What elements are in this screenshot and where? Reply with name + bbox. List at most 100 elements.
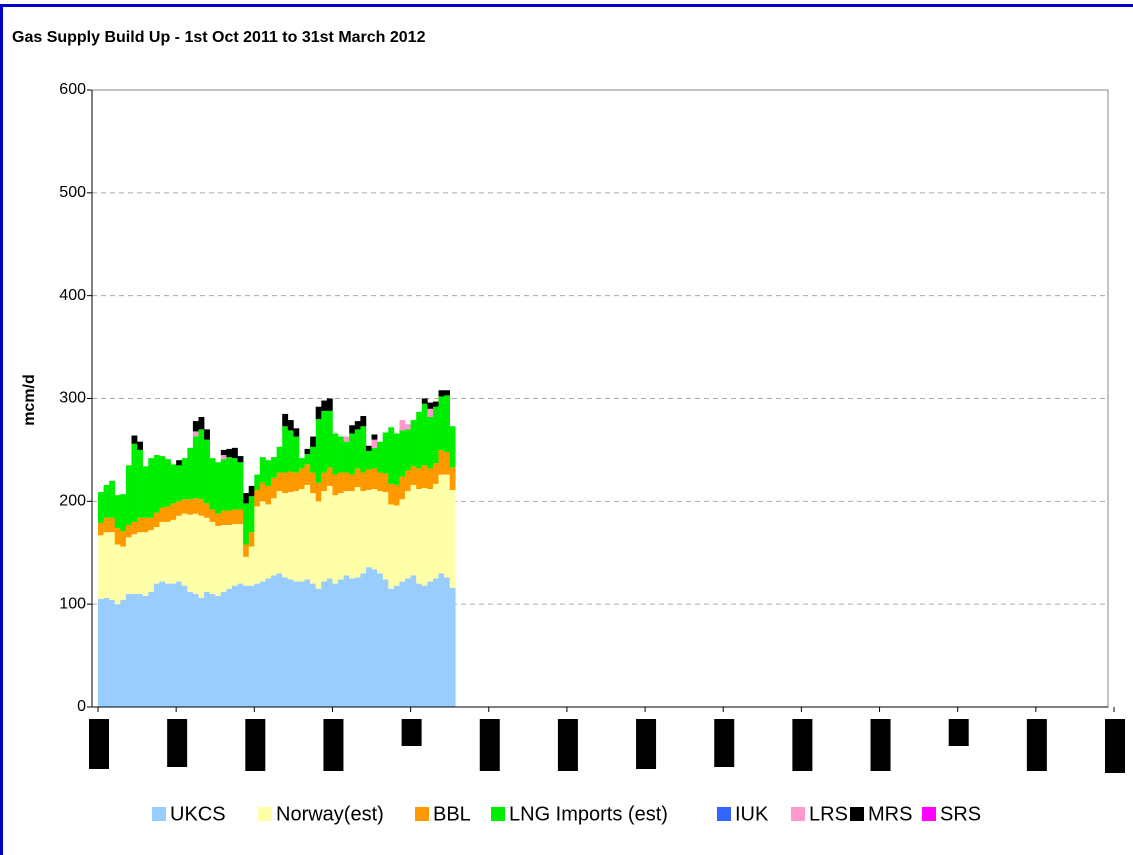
bar-segment <box>365 567 372 707</box>
bar-segment <box>231 509 238 524</box>
bar-segment <box>287 579 294 707</box>
bar-segment <box>109 532 116 601</box>
bar-segment <box>293 472 300 492</box>
bar-segment <box>265 578 272 707</box>
bar-segment <box>170 503 177 520</box>
bar-segment <box>310 436 317 447</box>
bar-segment <box>204 517 210 592</box>
bar-segment <box>231 523 238 586</box>
bar-segment <box>226 510 233 525</box>
bar-segment <box>399 420 406 431</box>
bar-segment <box>421 465 428 488</box>
bar-segment <box>276 472 283 492</box>
bar-segment <box>243 585 250 707</box>
bar-segment <box>248 496 255 533</box>
bar-segment <box>304 464 311 485</box>
bar-segment <box>204 439 210 504</box>
bar-segment <box>159 581 166 707</box>
bar-segment <box>282 413 289 427</box>
bar-segment <box>371 488 378 570</box>
bar-segment <box>321 581 328 707</box>
bar-segment <box>237 509 244 524</box>
bar-segment <box>226 457 233 511</box>
bar-segment <box>393 433 400 485</box>
bar-segment <box>170 519 177 584</box>
bar-segment <box>254 506 261 584</box>
bar-segment <box>298 458 305 469</box>
bar-segment <box>220 591 227 707</box>
legend-swatch <box>791 807 805 821</box>
legend-label: BBL <box>433 803 471 825</box>
bar-segment <box>360 426 367 473</box>
bar-segment <box>393 505 400 586</box>
bar-segment <box>164 521 171 584</box>
bar-segment <box>315 419 322 483</box>
bar-segment <box>176 501 183 516</box>
bar-segment <box>432 401 439 407</box>
bar-segment <box>148 517 155 531</box>
bar-segment <box>321 491 328 582</box>
bar-segment <box>142 466 149 518</box>
bar-segment <box>326 485 333 579</box>
bar-segment <box>338 436 344 473</box>
bar-segment <box>237 523 244 584</box>
bar-segment <box>204 591 210 707</box>
bar-segment <box>220 449 227 456</box>
bar-segment <box>332 433 339 475</box>
x-tick-label-block <box>323 719 344 771</box>
bar-segment <box>215 595 222 707</box>
bar-segment <box>416 583 423 707</box>
bar-segment <box>137 441 143 450</box>
bar-segment <box>382 492 389 580</box>
bar-segment <box>354 429 361 469</box>
bar-segment <box>354 486 361 578</box>
bar-segment <box>170 583 177 707</box>
x-tick-label-block <box>557 719 578 771</box>
bar-segment <box>226 588 233 707</box>
bar-segment <box>114 544 121 605</box>
bar-segment <box>410 575 417 707</box>
bar-segment <box>131 521 138 535</box>
bar-segment <box>204 503 210 518</box>
legend-swatch <box>850 807 864 821</box>
bar-segment <box>176 465 183 502</box>
bar-segment <box>259 501 266 582</box>
bar-segment <box>248 485 255 497</box>
bar-segment <box>338 493 344 580</box>
bar-segment <box>114 604 121 707</box>
bar-segment <box>192 513 199 594</box>
bar-segment <box>271 457 277 478</box>
legend-swatch <box>152 807 166 821</box>
bar-segment <box>198 499 205 516</box>
legend-label: LRS <box>809 803 848 825</box>
bar-segment <box>243 556 250 586</box>
bar-segment <box>220 459 227 511</box>
bar-segment <box>388 504 395 589</box>
bar-segment <box>449 426 456 468</box>
frame <box>0 4 1133 855</box>
bar-segment <box>137 517 143 533</box>
bar-segment <box>164 506 171 522</box>
bar-segment <box>187 447 194 500</box>
bar-segment <box>176 460 183 466</box>
bar-segment <box>187 499 194 515</box>
chart-title: Gas Supply Build Up - 1st Oct 2011 to 31… <box>12 29 426 46</box>
bar-segment <box>265 485 272 505</box>
bar-segment <box>192 498 199 514</box>
bar-segment <box>338 579 344 707</box>
bar-segment <box>282 472 289 494</box>
x-tick-label-block <box>1105 719 1125 773</box>
legend-label: MRS <box>868 803 912 825</box>
bar-segment <box>220 510 227 525</box>
bar-segment <box>388 483 395 505</box>
y-tick-label: 600 <box>59 81 86 98</box>
bar-segment <box>103 532 110 598</box>
y-axis-label: mcm/d <box>21 374 38 426</box>
bar-segment <box>231 585 238 707</box>
bar-segment <box>215 513 222 527</box>
bar-segment <box>444 395 450 452</box>
bar-segment <box>259 457 266 483</box>
bar-segment <box>114 495 121 529</box>
bar-segment <box>198 429 205 500</box>
